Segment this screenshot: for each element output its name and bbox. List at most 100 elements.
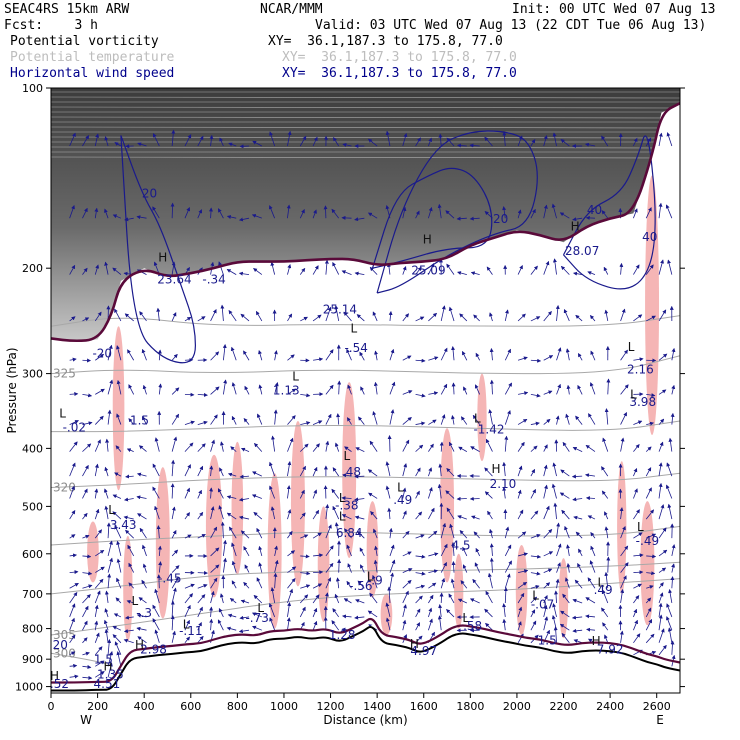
wind-vector: [210, 439, 216, 452]
theta-contour: [51, 525, 680, 546]
theta-contour-label: 320: [53, 481, 76, 495]
wind-vector: [369, 592, 378, 604]
wind-vector: [184, 487, 190, 499]
wind-vector: [325, 577, 332, 589]
wind-vector: [374, 545, 379, 557]
pv-anomaly-region: [366, 501, 379, 598]
extremum-label: L: [108, 503, 115, 517]
x-tick-label: 1200: [317, 700, 345, 713]
wind-vector: [601, 210, 609, 219]
wind-vector: [354, 271, 365, 276]
y-tick-label: 300: [22, 368, 43, 381]
wind-vector: [116, 651, 122, 667]
wind-vector: [69, 205, 75, 219]
wind-vector: [123, 515, 134, 520]
wind-vector: [560, 139, 570, 147]
wind-vector: [325, 545, 334, 557]
wind-vector: [125, 474, 134, 479]
wind-vector: [69, 603, 76, 618]
wind-vector: [253, 511, 263, 520]
wind-vector: [428, 312, 438, 322]
wind-vector: [517, 356, 528, 361]
wind-vector: [504, 544, 512, 557]
wind-vector: [440, 305, 446, 322]
wind-vector: [359, 547, 365, 557]
wind-vector: [209, 618, 214, 631]
wind-vector: [240, 313, 250, 322]
wind-vector: [633, 467, 638, 477]
wind-vector: [543, 310, 552, 322]
wind-vector: [197, 392, 208, 397]
wind-vector: [346, 544, 352, 557]
wind-vector: [666, 462, 673, 477]
wind-vector: [658, 202, 663, 219]
wind-vector: [312, 594, 320, 604]
wind-vector: [658, 602, 663, 618]
wind-vector: [69, 485, 75, 499]
wind-vector: [374, 350, 378, 361]
wind-vector: [488, 409, 493, 425]
wind-vector: [504, 309, 509, 322]
field-theta-label: Potential temperature: [10, 50, 175, 65]
stratosphere-stripe: [51, 156, 680, 159]
wind-vector: [354, 497, 365, 502]
wind-vector: [451, 541, 456, 556]
wind-vector: [197, 489, 202, 499]
stratosphere-stripe: [51, 96, 680, 99]
wind-vector: [312, 583, 323, 589]
wind-vector: [502, 603, 507, 617]
wind-vector: [415, 571, 426, 576]
wind-vector: [82, 421, 93, 426]
wind-vector: [402, 604, 407, 618]
x-tick-label: 200: [87, 700, 108, 713]
wind-vector: [112, 267, 122, 275]
wind-vector: [457, 598, 468, 604]
wind-vector: [273, 350, 278, 361]
wind-vector: [227, 613, 237, 618]
wind-vector: [210, 414, 218, 425]
pv-anomaly-region: [317, 506, 330, 622]
wind-vector: [469, 216, 480, 221]
wind-vector: [239, 615, 250, 620]
pv-anomaly-region: [380, 593, 393, 635]
wind-vector: [367, 212, 378, 219]
wind-vector: [114, 308, 122, 322]
x-tick-label: 400: [134, 700, 155, 713]
wind-vector: [287, 130, 292, 147]
wind-vector: [116, 345, 122, 361]
wind-vector: [658, 567, 667, 573]
wind-vector: [69, 462, 76, 477]
extremum-label: 4.5: [451, 538, 470, 552]
wind-vector: [428, 356, 439, 361]
wind-vector: [555, 415, 560, 425]
wind-vector: [504, 560, 512, 573]
wind-vector: [620, 308, 626, 322]
wind-vector: [504, 435, 509, 452]
wind-vector: [152, 486, 160, 499]
extremum-label: -.3: [136, 606, 152, 620]
wind-vector: [586, 627, 596, 632]
extremum-label: L: [257, 601, 264, 615]
pv-anomaly-region: [515, 544, 528, 635]
wind-vector: [517, 552, 528, 557]
wind-vector: [402, 463, 408, 477]
wind-vector: [239, 474, 250, 479]
wind-vector: [670, 576, 675, 589]
wind-vector: [69, 441, 78, 452]
wind-vector: [517, 606, 523, 618]
wind-vector: [312, 209, 317, 219]
wind-vector: [94, 604, 99, 618]
wind-vector: [69, 534, 76, 539]
extremum-label: L: [628, 340, 635, 354]
wind-vector: [428, 594, 434, 604]
axes: 100 200 300 400 500 600 700 800 900 1000 0 200 400 60…: [5, 82, 685, 727]
wind-vector: [331, 488, 340, 499]
wind-vector: [552, 603, 557, 618]
wind-vector: [571, 474, 583, 479]
wind-vector: [82, 488, 88, 499]
wind-vector: [286, 204, 291, 219]
wind-vector: [184, 534, 192, 539]
wind-vector: [389, 544, 395, 557]
wind-vector: [287, 588, 294, 604]
wind-vector: [197, 570, 208, 575]
